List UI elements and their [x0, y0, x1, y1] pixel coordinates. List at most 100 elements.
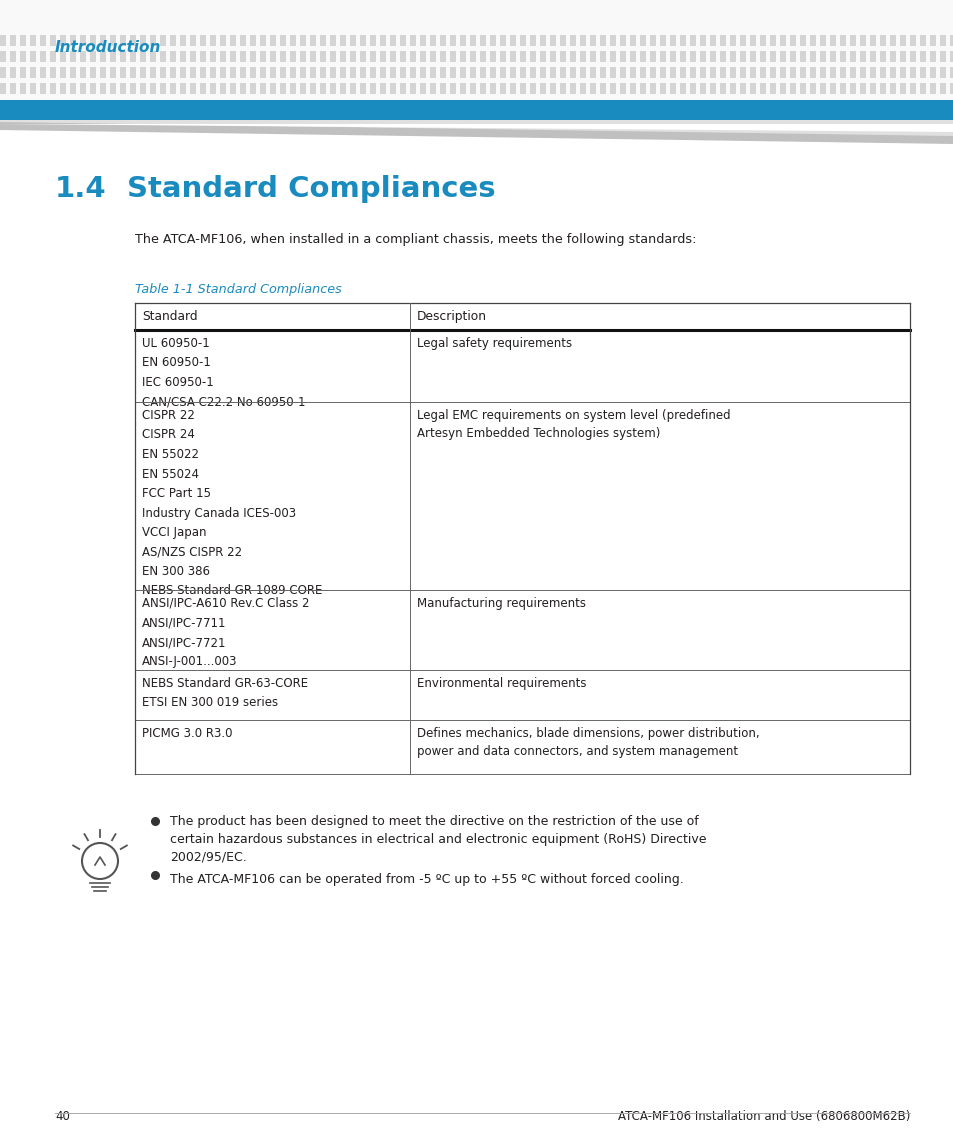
Bar: [929, 35, 935, 46]
Bar: [70, 52, 76, 62]
Bar: [550, 35, 556, 46]
Bar: [439, 52, 446, 62]
Bar: [260, 35, 266, 46]
Bar: [769, 35, 775, 46]
Bar: [339, 35, 346, 46]
Bar: [240, 52, 246, 62]
Bar: [829, 68, 835, 78]
Bar: [859, 35, 865, 46]
Bar: [519, 68, 525, 78]
Text: Environmental requirements: Environmental requirements: [416, 677, 586, 690]
Bar: [359, 52, 366, 62]
Text: Standard Compliances: Standard Compliances: [127, 175, 496, 203]
Bar: [809, 35, 815, 46]
Bar: [430, 82, 436, 94]
Bar: [609, 52, 616, 62]
Bar: [430, 68, 436, 78]
Bar: [829, 82, 835, 94]
Bar: [319, 82, 326, 94]
Bar: [849, 82, 855, 94]
Bar: [140, 68, 146, 78]
Bar: [299, 52, 306, 62]
Bar: [20, 68, 26, 78]
Bar: [370, 52, 375, 62]
Bar: [280, 35, 286, 46]
Bar: [550, 52, 556, 62]
Bar: [749, 82, 755, 94]
Bar: [769, 82, 775, 94]
Bar: [849, 35, 855, 46]
Bar: [599, 82, 605, 94]
Bar: [760, 82, 765, 94]
Text: Manufacturing requirements: Manufacturing requirements: [416, 597, 585, 610]
Bar: [0, 52, 6, 62]
Bar: [909, 35, 915, 46]
Bar: [820, 35, 825, 46]
Bar: [949, 82, 953, 94]
Bar: [80, 68, 86, 78]
Bar: [399, 82, 406, 94]
Bar: [270, 52, 275, 62]
Bar: [20, 82, 26, 94]
Bar: [339, 68, 346, 78]
Bar: [539, 52, 545, 62]
Bar: [749, 68, 755, 78]
Bar: [160, 35, 166, 46]
Bar: [800, 82, 805, 94]
Bar: [379, 52, 386, 62]
Bar: [40, 82, 46, 94]
Bar: [10, 68, 16, 78]
Bar: [210, 82, 215, 94]
Bar: [290, 68, 295, 78]
Bar: [720, 82, 725, 94]
Bar: [869, 82, 875, 94]
Bar: [160, 68, 166, 78]
Bar: [689, 82, 696, 94]
Bar: [130, 52, 136, 62]
Bar: [479, 82, 485, 94]
Bar: [210, 68, 215, 78]
Bar: [530, 82, 536, 94]
Bar: [40, 52, 46, 62]
Bar: [639, 52, 645, 62]
Bar: [609, 68, 616, 78]
Bar: [0, 100, 953, 120]
Bar: [559, 68, 565, 78]
Bar: [579, 68, 585, 78]
Bar: [230, 52, 235, 62]
Bar: [399, 35, 406, 46]
Bar: [510, 52, 516, 62]
Text: 40: 40: [55, 1110, 70, 1123]
Bar: [740, 82, 745, 94]
Bar: [10, 82, 16, 94]
Bar: [499, 82, 505, 94]
Bar: [720, 52, 725, 62]
Text: Standard: Standard: [142, 310, 197, 323]
Bar: [419, 68, 426, 78]
Bar: [299, 35, 306, 46]
Text: Legal safety requirements: Legal safety requirements: [416, 337, 572, 350]
Bar: [740, 52, 745, 62]
Bar: [330, 82, 335, 94]
Bar: [120, 68, 126, 78]
Bar: [410, 82, 416, 94]
Bar: [760, 52, 765, 62]
Bar: [270, 68, 275, 78]
Bar: [800, 35, 805, 46]
Bar: [829, 35, 835, 46]
Bar: [80, 82, 86, 94]
Bar: [50, 52, 56, 62]
Bar: [10, 52, 16, 62]
Bar: [170, 52, 175, 62]
Bar: [319, 35, 326, 46]
Bar: [820, 52, 825, 62]
Bar: [589, 52, 596, 62]
Bar: [470, 52, 476, 62]
Bar: [709, 68, 716, 78]
Bar: [50, 82, 56, 94]
Bar: [609, 82, 616, 94]
Bar: [780, 82, 785, 94]
Bar: [569, 68, 576, 78]
Bar: [709, 35, 716, 46]
Bar: [439, 35, 446, 46]
